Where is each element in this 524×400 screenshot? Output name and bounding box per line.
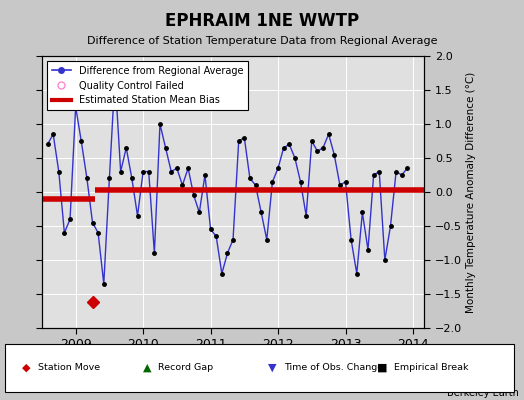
Y-axis label: Monthly Temperature Anomaly Difference (°C): Monthly Temperature Anomaly Difference (… bbox=[466, 71, 476, 313]
Text: ▼: ▼ bbox=[268, 363, 277, 373]
Text: EPHRAIM 1NE WWTP: EPHRAIM 1NE WWTP bbox=[165, 12, 359, 30]
Text: Time of Obs. Change: Time of Obs. Change bbox=[284, 364, 383, 372]
Text: Record Gap: Record Gap bbox=[158, 364, 213, 372]
Text: Station Move: Station Move bbox=[38, 364, 100, 372]
Text: ▼: ▼ bbox=[324, 344, 333, 357]
Text: ◆: ◆ bbox=[88, 342, 97, 354]
Legend: Difference from Regional Average, Quality Control Failed, Estimated Station Mean: Difference from Regional Average, Qualit… bbox=[47, 61, 248, 110]
Text: ■: ■ bbox=[377, 363, 388, 373]
Text: Berkeley Earth: Berkeley Earth bbox=[447, 388, 519, 398]
Text: Empirical Break: Empirical Break bbox=[394, 364, 468, 372]
Text: ◆: ◆ bbox=[22, 363, 30, 373]
Text: ▼: ▼ bbox=[206, 344, 215, 357]
Text: Difference of Station Temperature Data from Regional Average: Difference of Station Temperature Data f… bbox=[87, 36, 437, 46]
Text: ▼: ▼ bbox=[76, 344, 86, 357]
Text: ▲: ▲ bbox=[143, 363, 151, 373]
